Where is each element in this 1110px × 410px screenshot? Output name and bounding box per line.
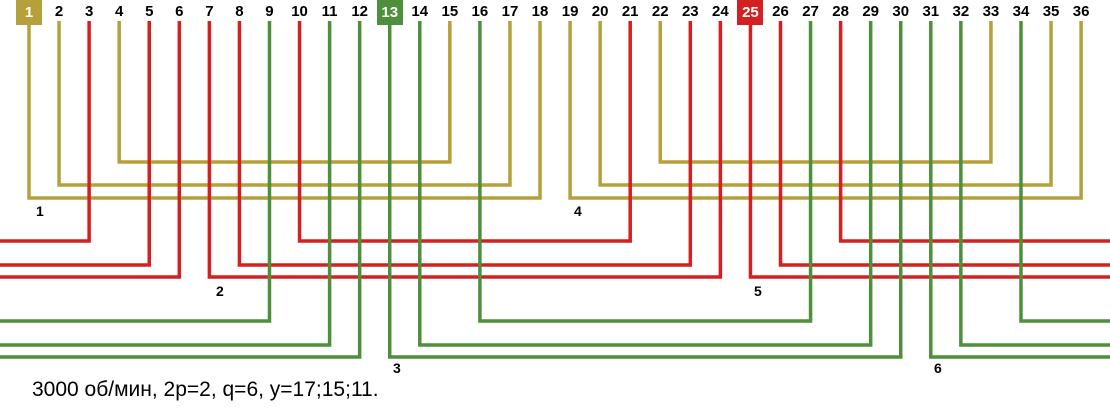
coil-6-connection-31-right: [929, 21, 1110, 359]
slot-number-32: 32: [952, 3, 970, 20]
slot-number-34: 34: [1012, 3, 1030, 20]
slot-number-19: 19: [561, 3, 579, 20]
slot-number-22: 22: [651, 3, 669, 20]
slot-number-5: 5: [145, 3, 154, 20]
slot-number-29: 29: [862, 3, 880, 20]
slot-number-6: 6: [175, 3, 184, 20]
slot-number-4: 4: [115, 3, 124, 20]
coil-group-label-1: 1: [36, 203, 44, 219]
slot-number-18: 18: [531, 3, 549, 20]
slot-number-36: 36: [1072, 3, 1090, 20]
slot-number-12: 12: [351, 3, 368, 20]
coil-3-connection-13-30: [387, 21, 903, 359]
slot-number-1: 1: [16, 0, 42, 25]
slot-number-25: 25: [737, 0, 764, 25]
slot-number-20: 20: [591, 3, 609, 20]
coil-2-connection-6-left: [0, 21, 182, 279]
coil-4-connection-19-36: [568, 21, 1083, 200]
slot-number-33: 33: [982, 3, 1000, 20]
slot-number-11: 11: [321, 3, 338, 20]
diagram-caption: 3000 об/мин, 2р=2, q=6, y=17;15;11.: [32, 378, 379, 401]
coil-5-connection-28-right: [838, 21, 1110, 243]
slot-number-3: 3: [84, 3, 94, 20]
slot-number-17: 17: [501, 3, 519, 20]
coil-3-connection-16-27: [478, 21, 813, 323]
coil-4-connection-20-35: [598, 21, 1053, 187]
slot-number-8: 8: [235, 3, 244, 20]
coil-3-connection-9-left: [0, 21, 272, 323]
coil-2-connection-3-left: [0, 21, 91, 243]
slot-number-27: 27: [802, 3, 819, 20]
coil-group-label-4: 4: [574, 203, 582, 219]
coil-6-connection-34-right: [1019, 21, 1110, 323]
slot-number-28: 28: [832, 3, 849, 20]
coil-5-connection-26-right: [778, 21, 1110, 267]
slot-number-35: 35: [1042, 3, 1060, 20]
coil-2-connection-8-23: [237, 21, 693, 267]
slot-number-7: 7: [205, 3, 214, 20]
coil-2-connection-10-21: [297, 21, 632, 243]
slot-number-13: 13: [376, 0, 403, 25]
coil-4-connection-22-33: [658, 21, 993, 164]
coil-6-connection-32-right: [959, 21, 1110, 347]
coil-3-connection-12-left: [0, 21, 362, 359]
slot-number-26: 26: [772, 3, 789, 20]
slot-number-16: 16: [471, 3, 489, 20]
coil-group-label-2: 2: [216, 283, 224, 299]
coil-3-connection-11-left: [0, 21, 332, 347]
coil-group-label-3: 3: [393, 360, 401, 376]
coil-3-connection-14-29: [418, 21, 873, 347]
coil-group-label-5: 5: [754, 283, 762, 299]
slot-number-30: 30: [892, 3, 910, 20]
slot-number-14: 14: [411, 3, 429, 20]
slot-number-2: 2: [54, 3, 64, 20]
slot-number-15: 15: [441, 3, 459, 20]
coil-group-label-6: 6: [934, 360, 942, 376]
slot-number-23: 23: [681, 3, 699, 20]
slot-number-10: 10: [291, 3, 308, 20]
slot-number-31: 31: [922, 3, 940, 20]
coil-1-connection-1-18: [27, 21, 542, 200]
coil-5-connection-25-right: [748, 21, 1110, 279]
slot-number-9: 9: [265, 3, 274, 20]
coil-2-connection-7-24: [207, 21, 723, 279]
coil-2-connection-5-left: [0, 21, 151, 267]
slot-number-24: 24: [712, 3, 729, 20]
coil-1-connection-2-17: [57, 21, 512, 187]
coil-1-connection-4-15: [117, 21, 452, 164]
slot-number-21: 21: [621, 3, 639, 20]
